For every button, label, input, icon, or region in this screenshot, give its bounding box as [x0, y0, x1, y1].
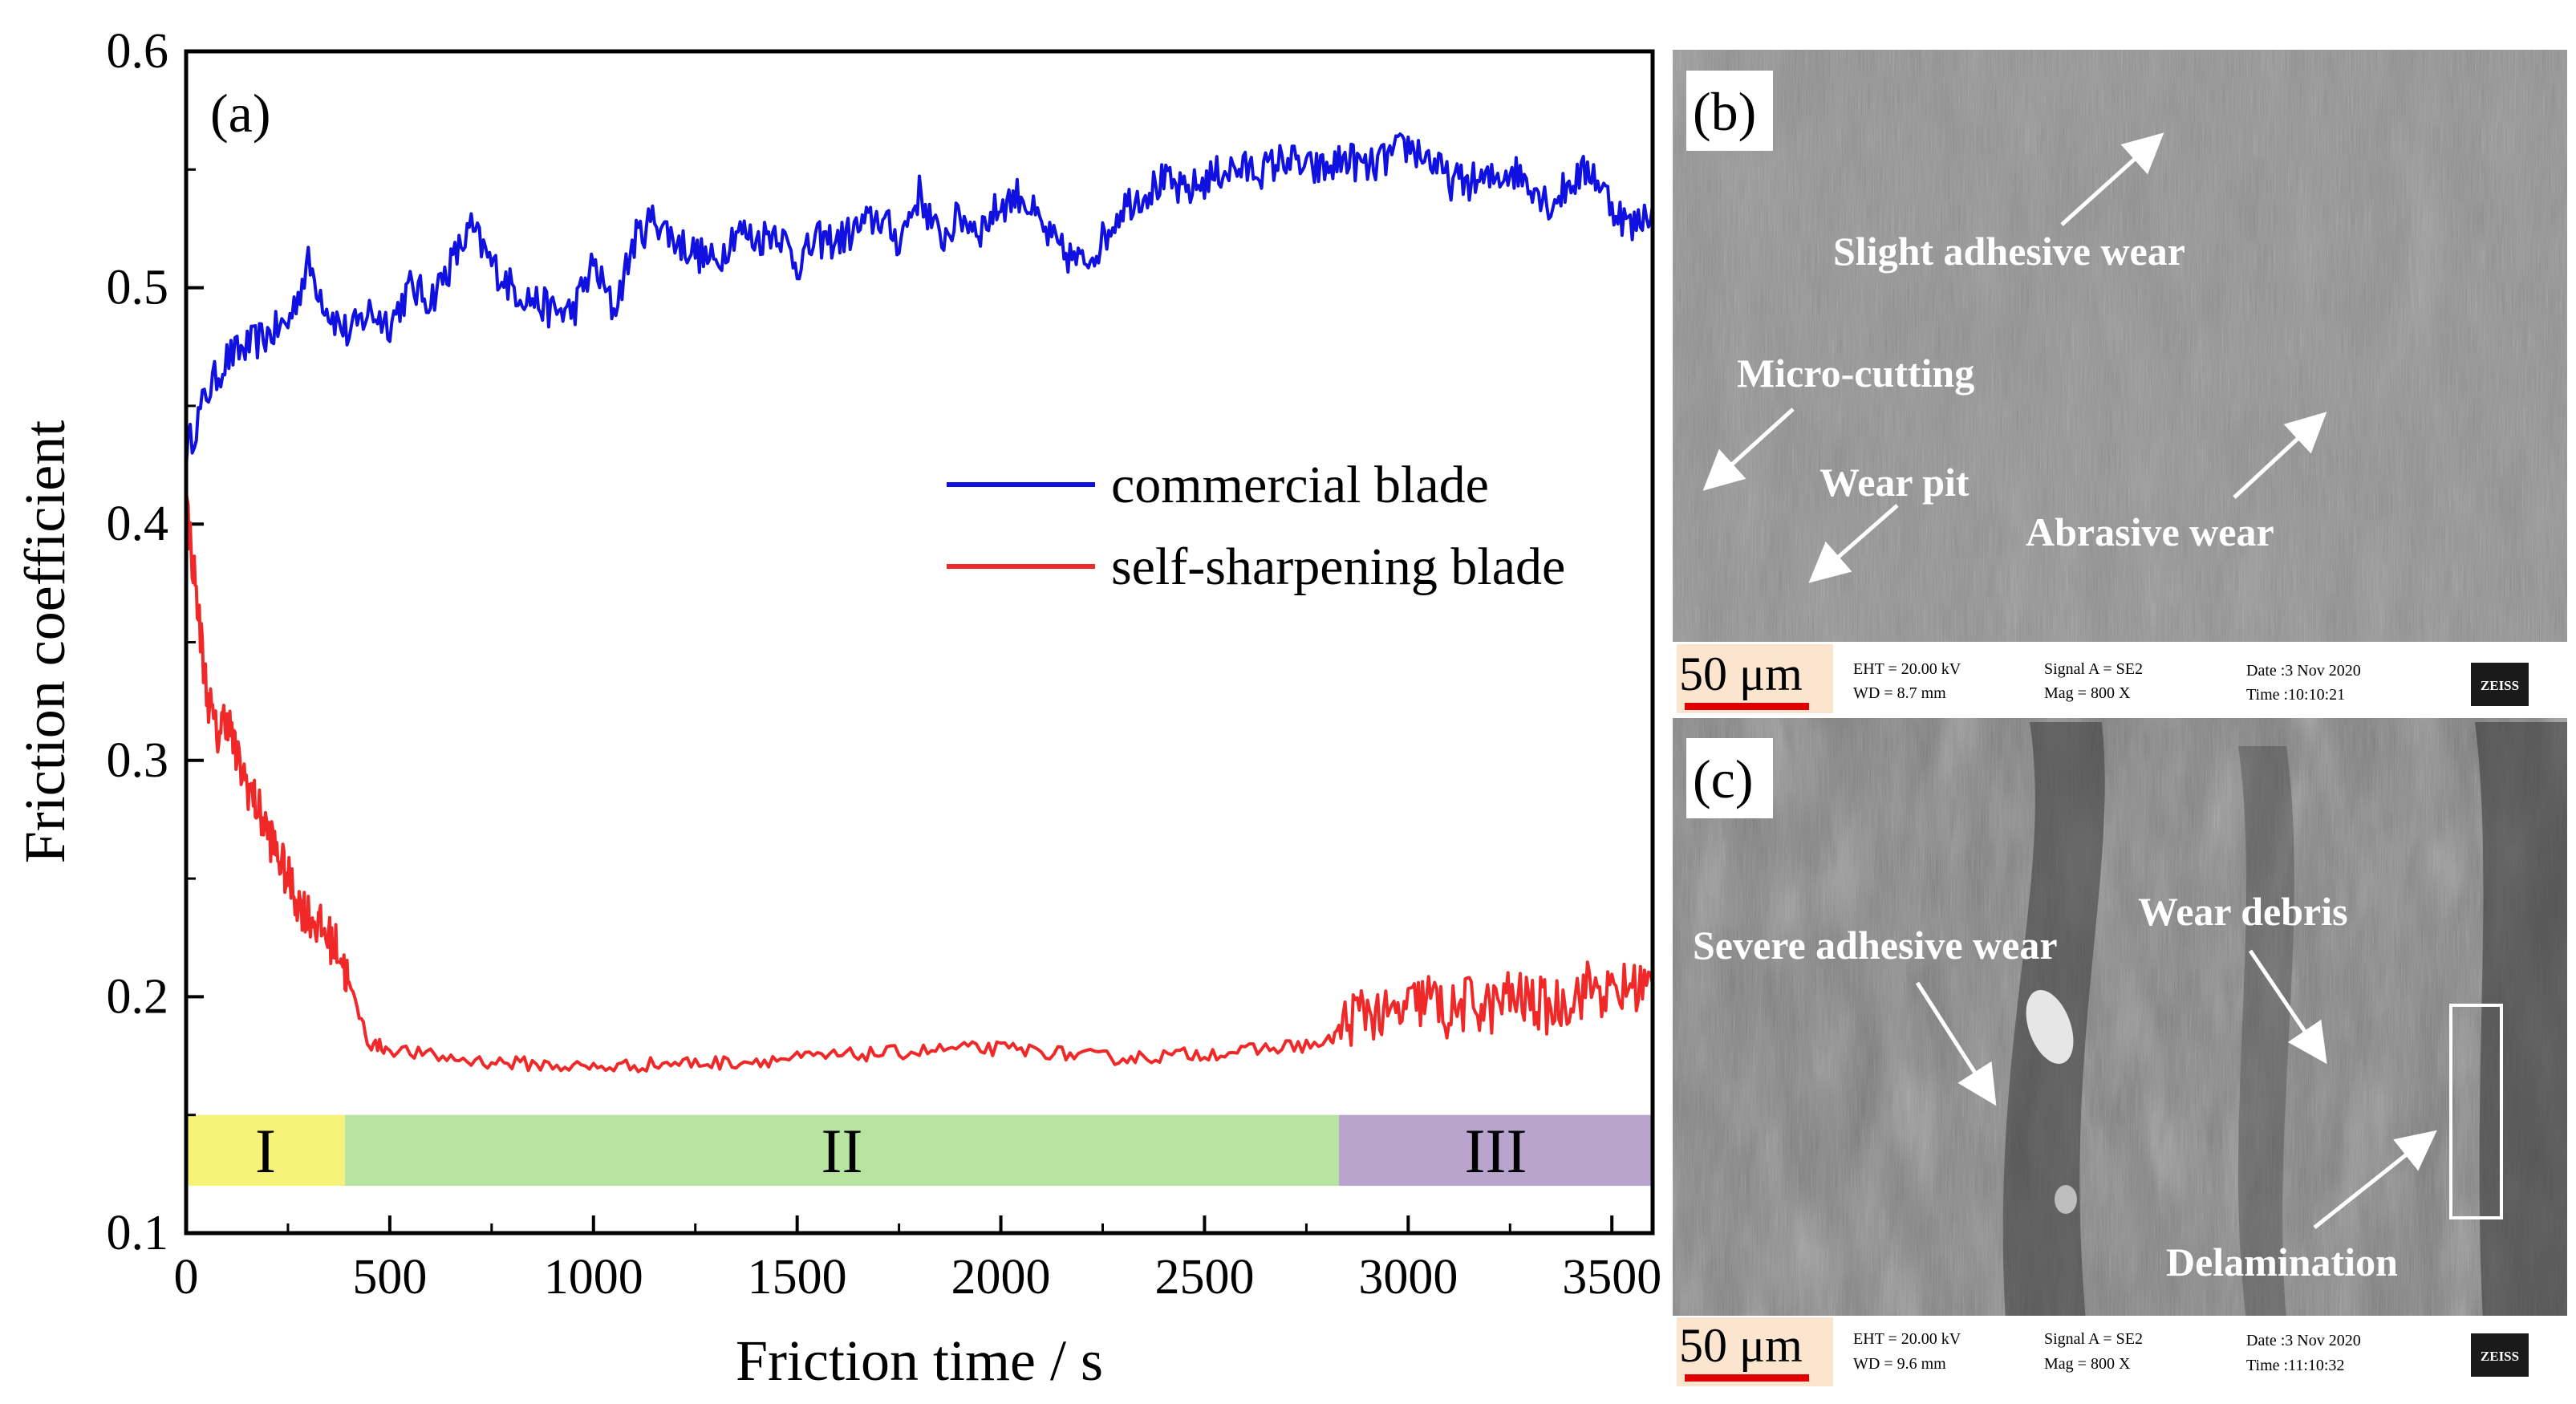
annotation-slight-adhesive-wear: Slight adhesive wear [1833, 229, 2185, 274]
sem-wd-b: WD = 8.7 mm [1853, 684, 1946, 702]
plot-frame [184, 49, 1655, 1236]
x-tick-label: 3500 [1562, 1250, 1661, 1305]
arrow-delamination [2313, 1130, 2437, 1229]
x-tick-label: 3000 [1358, 1250, 1458, 1305]
annotation-abrasive-wear: Abrasive wear [2026, 509, 2274, 554]
scale-bar-b [1685, 703, 1809, 710]
delamination-box [2449, 1004, 2503, 1219]
stage-label-I: I [255, 1116, 276, 1186]
x-tick-label: 0 [174, 1250, 199, 1305]
series-line-commercial-blade [185, 132, 1654, 469]
arrow-micro-cutting [1702, 408, 1795, 491]
arrow-wear-debris [2248, 949, 2327, 1065]
series-line-self-sharpening-blade [185, 491, 1654, 1073]
x-axis-ticks: 0 500 1000 1500 2000 2500 3000 3500 [174, 1215, 1661, 1305]
x-tick-label: 2000 [951, 1250, 1051, 1305]
sem-date-c: Date :3 Nov 2020 [2246, 1332, 2361, 1349]
stage-band-III [1339, 1114, 1653, 1187]
stage-label-II: II [821, 1116, 863, 1186]
stage-label-III: III [1465, 1116, 1527, 1186]
x-tick-label: 1000 [544, 1250, 643, 1305]
stage-band-II [345, 1114, 1340, 1187]
arrow-abrasive [2233, 412, 2327, 499]
sem-particle [2026, 990, 2074, 1064]
sem-time-c: Time :11:10:32 [2246, 1357, 2344, 1374]
zeiss-logo-text-c: ZEISS [2481, 1349, 2519, 1364]
panel-label-c: (c) [1693, 749, 1753, 810]
sem-mag-b: Mag = 800 X [2044, 684, 2131, 702]
zeiss-logo-b [2471, 663, 2529, 706]
panel-label-b: (b) [1693, 81, 1756, 142]
sem-time-b: Time :10:10:21 [2246, 686, 2345, 704]
annotation-micro-cutting: Micro-cutting [1737, 351, 1974, 396]
scale-bar-label-c: 50 μm [1679, 1319, 1803, 1372]
y-axis-label: Friction coefficient [13, 420, 77, 863]
y-tick-label: 0.4 [107, 497, 169, 551]
sem-panel-b: (b) Slight adhesive wear Micro-cutting W… [1673, 50, 2567, 716]
arrow-wear-pit [1808, 504, 1899, 583]
scale-bar-c [1685, 1374, 1809, 1382]
x-tick-label: 500 [352, 1250, 427, 1305]
y-tick-label: 0.1 [107, 1206, 169, 1260]
stage-bands: I II III [186, 1114, 1653, 1187]
x-tick-label: 2500 [1154, 1250, 1254, 1305]
arrow-severe-adhesive [1915, 981, 1997, 1106]
sem-signal-c: Signal A = SE2 [2044, 1330, 2143, 1348]
legend: commercial blade self-sharpening blade [947, 456, 1565, 596]
zeiss-logo-c [2471, 1333, 2529, 1377]
series-lines [185, 132, 1654, 1073]
arrow-slight-adhesive [2060, 132, 2164, 226]
y-axis-ticks: 0.1 0.2 0.3 0.4 0.5 0.6 [107, 24, 204, 1260]
legend-label-self-sharpening: self-sharpening blade [1111, 538, 1565, 596]
scale-bar-label-b: 50 μm [1679, 647, 1803, 700]
sem-date-b: Date :3 Nov 2020 [2246, 662, 2361, 680]
annotation-severe-adhesive-wear: Severe adhesive wear [1693, 923, 2058, 968]
stage-band-I [186, 1114, 346, 1187]
y-tick-label: 0.2 [107, 969, 169, 1024]
panel-label-box-c [1686, 738, 1773, 818]
sem-mag-c: Mag = 800 X [2044, 1355, 2131, 1373]
annotation-delamination: Delamination [2166, 1240, 2398, 1284]
friction-chart: I II III 0.10.20.30.40.50.6 0 500 1000 1500 20… [13, 24, 1661, 1393]
x-tick-label: 1500 [748, 1250, 847, 1305]
x-axis-label: Friction time / s [736, 1329, 1103, 1393]
zeiss-logo-text-b: ZEISS [2481, 678, 2519, 693]
panel-label-box-b [1686, 71, 1773, 151]
sem-signal-b: Signal A = SE2 [2044, 660, 2143, 678]
sem-wd-c: WD = 9.6 mm [1853, 1355, 1946, 1373]
y-tick-label: 0.3 [107, 733, 169, 788]
sem-streak-3 [2238, 746, 2294, 1320]
annotation-wear-debris: Wear debris [2138, 889, 2348, 934]
sem-particle-small [2055, 1185, 2077, 1214]
sem-eht-c: EHT = 20.00 kV [1853, 1330, 1961, 1348]
scale-box-b [1677, 644, 1833, 713]
legend-label-commercial: commercial blade [1111, 456, 1489, 514]
sem-streak-2 [2475, 722, 2567, 1320]
sem-shading-c [1673, 718, 2567, 1324]
sem-eht-b: EHT = 20.00 kV [1853, 660, 1961, 678]
panel-label-a: (a) [210, 83, 270, 144]
sem-panel-c: (c) Severe adhesive wear Wear debris Del… [1673, 718, 2567, 1390]
y-tick-label: 0.5 [107, 261, 169, 315]
annotation-wear-pit: Wear pit [1819, 460, 1970, 505]
y-tick-label: 0.6 [107, 24, 169, 79]
